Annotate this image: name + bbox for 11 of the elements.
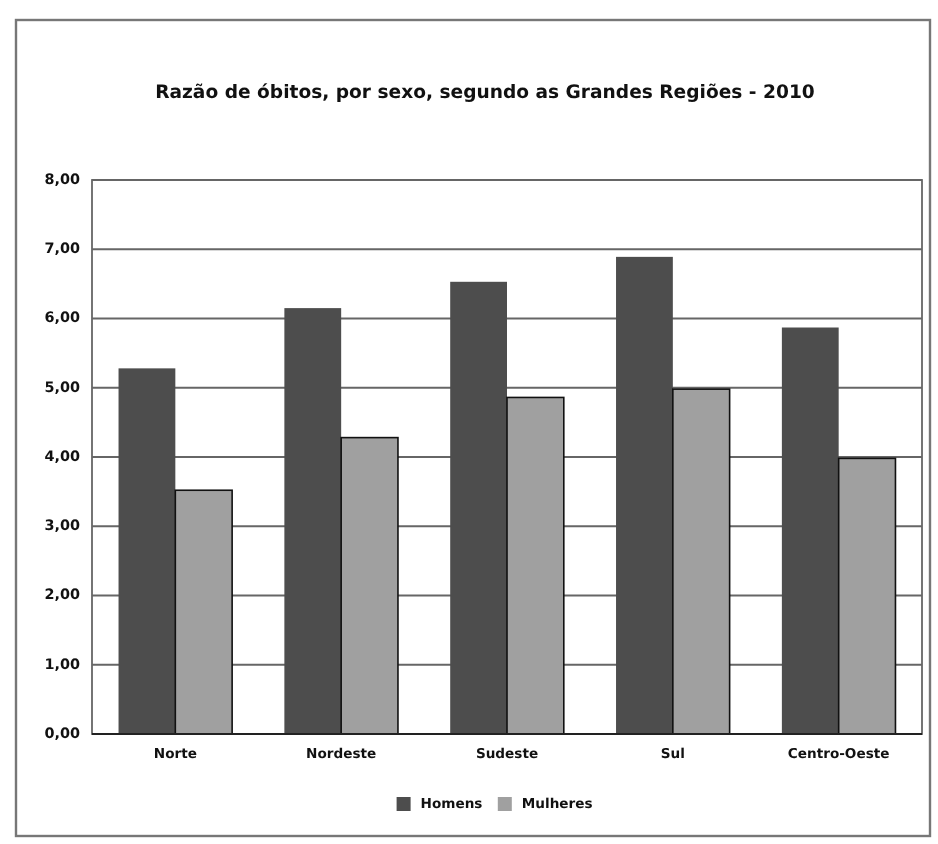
bar [616,256,673,734]
bar [506,396,565,735]
bar [340,436,399,735]
bar [837,457,897,735]
bar [284,308,342,734]
bar [118,368,176,734]
bar [450,281,507,734]
bar [174,489,233,735]
chart-title: Razão de óbitos, por sexo, segundo as Grandes Regiões - 2010 [155,82,816,104]
bar [781,327,839,734]
bar [672,388,731,735]
